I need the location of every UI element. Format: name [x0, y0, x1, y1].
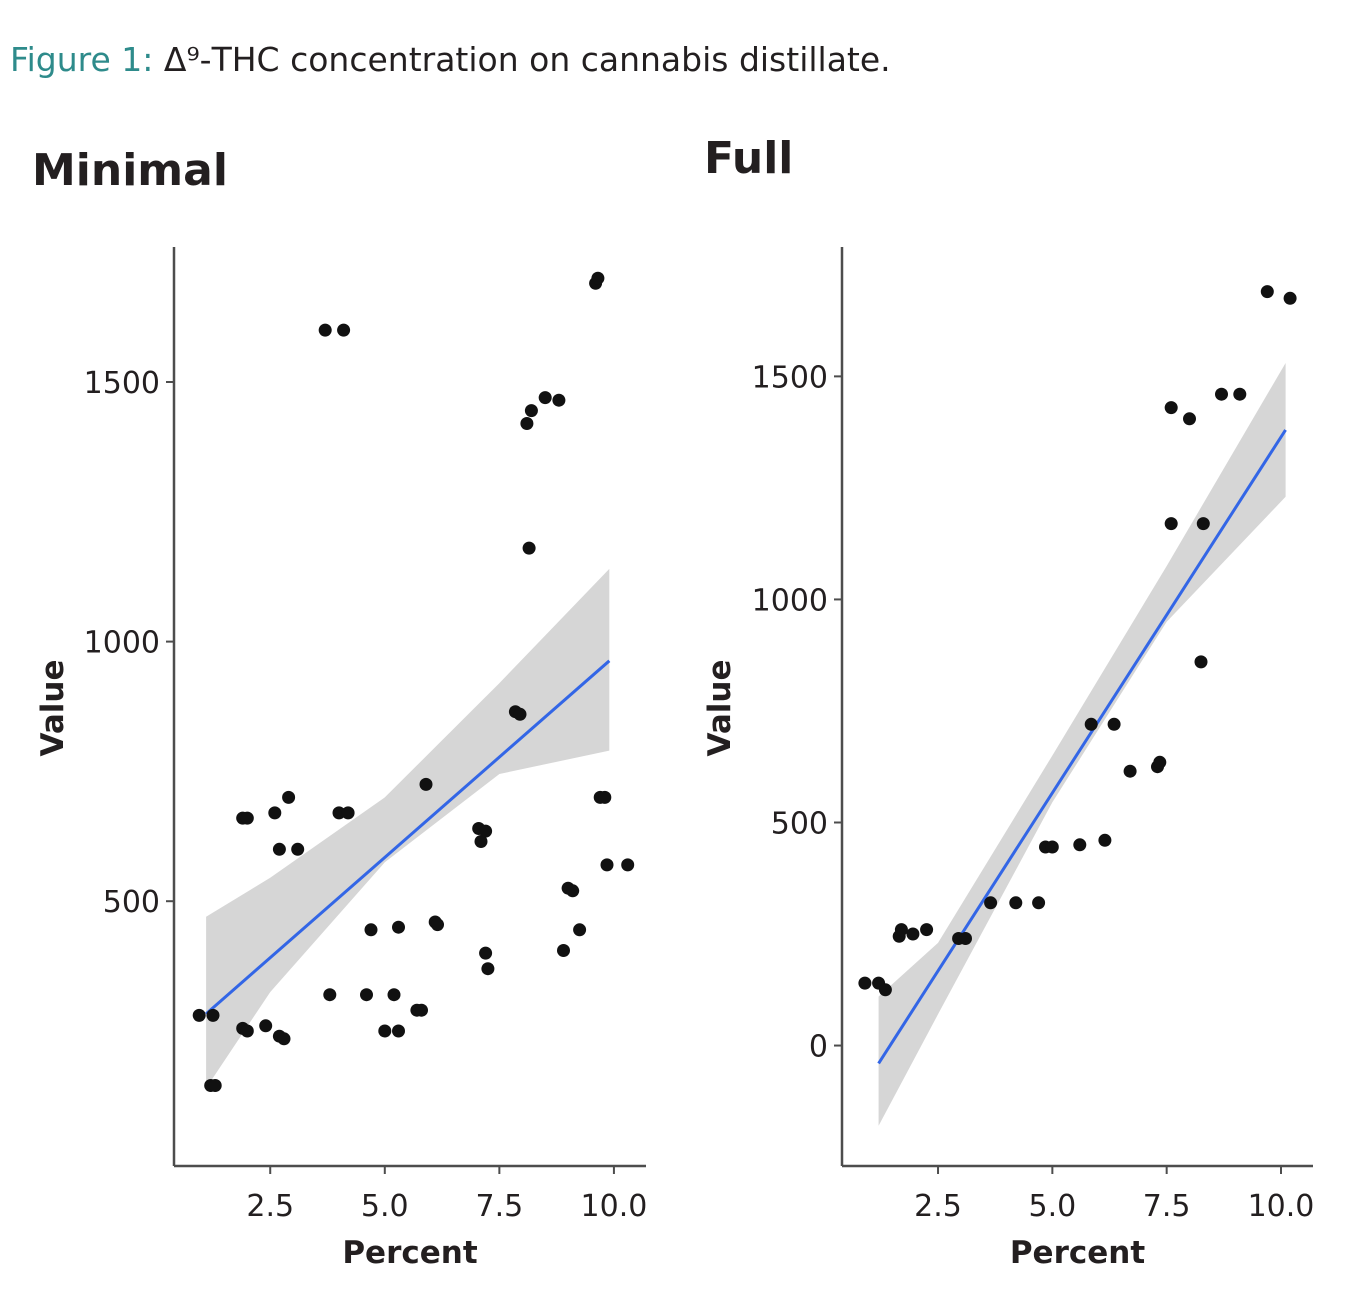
data-point-full-2: [878, 983, 892, 997]
data-point-minimal-19: [341, 806, 355, 820]
data-point-minimal-33: [479, 824, 493, 838]
y-tick-label-full-3: 1500: [752, 360, 828, 395]
y-tick-label-minimal-2: 1500: [84, 366, 160, 401]
data-point-minimal-39: [524, 404, 538, 418]
data-point-full-22: [1164, 517, 1178, 531]
data-point-full-28: [1260, 285, 1274, 299]
y-axis-label-full: Value: [702, 660, 738, 757]
data-point-minimal-8: [277, 1032, 291, 1046]
x-tick-label-full-2: 7.5: [1143, 1189, 1191, 1224]
x-tick-label-full-1: 5.0: [1028, 1189, 1076, 1224]
y-tick-label-minimal-1: 1000: [84, 626, 160, 661]
fit-line-minimal: [205, 659, 611, 1016]
data-point-minimal-42: [552, 393, 566, 407]
y-tick-label-minimal-0: 500: [103, 885, 160, 920]
data-point-full-11: [1032, 896, 1046, 910]
data-point-minimal-13: [272, 842, 286, 856]
data-point-minimal-28: [419, 777, 433, 791]
y-axis-label-minimal: Value: [35, 660, 71, 757]
data-point-full-26: [1215, 387, 1228, 401]
data-point-minimal-38: [520, 417, 534, 430]
data-point-full-9: [984, 896, 998, 910]
data-point-minimal-0: [192, 1008, 206, 1022]
data-point-minimal-23: [387, 988, 401, 1002]
data-point-minimal-52: [621, 858, 635, 872]
data-point-full-21: [1164, 401, 1178, 415]
data-point-minimal-43: [557, 944, 570, 957]
chart-full: 2.5 5.0 7.5 10.0 0 500 1000 1500 Percent Value: [702, 247, 1314, 1271]
data-point-minimal-35: [481, 962, 495, 976]
x-tick-label-full-3: 10.0: [1248, 1189, 1315, 1224]
data-point-minimal-14: [291, 842, 305, 856]
panel-title-full: Full: [704, 133, 794, 184]
data-point-full-27: [1233, 387, 1247, 401]
figure-caption-text: Δ⁹-THC concentration on cannabis distill…: [163, 40, 891, 79]
data-point-full-20: [1153, 755, 1167, 769]
data-point-full-4: [894, 923, 908, 937]
y-tick-label-full-0: 0: [809, 1030, 828, 1065]
data-point-minimal-12: [282, 790, 296, 804]
data-point-full-23: [1183, 412, 1196, 426]
data-point-minimal-34: [479, 946, 493, 960]
data-point-minimal-51: [600, 858, 614, 872]
figure-caption: Figure 1: Δ⁹-THC concentration on cannab…: [10, 40, 891, 79]
y-tick-label-full-2: 1000: [752, 583, 828, 618]
data-point-minimal-50: [598, 790, 612, 804]
data-point-full-29: [1283, 291, 1297, 305]
data-point-minimal-30: [431, 918, 444, 932]
data-point-minimal-3: [208, 1079, 222, 1092]
data-point-full-8: [959, 932, 972, 945]
data-point-minimal-16: [337, 323, 351, 337]
data-point-full-5: [906, 927, 920, 941]
y-tick-label-full-1: 500: [771, 806, 828, 841]
data-point-full-15: [1098, 833, 1112, 847]
data-point-full-25: [1194, 655, 1208, 669]
data-point-full-14: [1073, 838, 1087, 852]
data-point-minimal-48: [591, 271, 605, 285]
data-point-minimal-6: [259, 1019, 273, 1033]
data-point-minimal-37: [513, 707, 527, 721]
chart-minimal: 2.5 5.0 7.5 10.0 500 1000 1500 Percent Value: [35, 247, 647, 1271]
data-point-minimal-20: [360, 988, 373, 1002]
data-point-full-0: [858, 976, 872, 990]
data-point-minimal-46: [573, 923, 587, 937]
data-point-minimal-1: [206, 1008, 220, 1022]
data-point-minimal-32: [474, 835, 488, 848]
data-point-minimal-18: [332, 806, 346, 820]
data-point-minimal-40: [522, 541, 536, 555]
data-point-minimal-17: [323, 988, 337, 1002]
confidence-band-minimal: [206, 568, 610, 1089]
data-point-full-13: [1045, 840, 1059, 854]
data-point-minimal-25: [392, 920, 405, 934]
data-point-minimal-45: [566, 884, 580, 898]
data-point-minimal-41: [538, 391, 552, 405]
data-point-minimal-5: [240, 1024, 254, 1038]
x-tick-label-minimal-0: 2.5: [246, 1189, 294, 1224]
data-point-full-10: [1009, 896, 1023, 910]
fit-line-full: [877, 429, 1287, 1065]
data-point-full-16: [1084, 717, 1098, 731]
data-point-full-17: [1107, 717, 1121, 731]
x-axis-label-minimal: Percent: [342, 1235, 478, 1271]
x-tick-label-full-0: 2.5: [914, 1189, 962, 1224]
data-point-minimal-27: [415, 1003, 428, 1017]
x-axis-label-full: Percent: [1010, 1235, 1146, 1271]
x-tick-label-minimal-3: 10.0: [581, 1189, 648, 1224]
data-point-minimal-22: [378, 1024, 392, 1038]
data-point-full-18: [1123, 764, 1137, 778]
data-point-minimal-15: [318, 323, 332, 337]
x-tick-label-minimal-1: 5.0: [361, 1189, 409, 1224]
data-point-minimal-10: [240, 811, 254, 825]
data-point-full-24: [1196, 517, 1210, 531]
data-point-minimal-24: [392, 1024, 405, 1038]
data-point-minimal-11: [268, 806, 282, 820]
data-point-full-6: [920, 923, 934, 937]
figure-label: Figure 1:: [10, 40, 154, 79]
x-tick-label-minimal-2: 7.5: [475, 1189, 523, 1224]
panel-title-minimal: Minimal: [32, 145, 228, 196]
data-point-minimal-21: [364, 923, 378, 937]
